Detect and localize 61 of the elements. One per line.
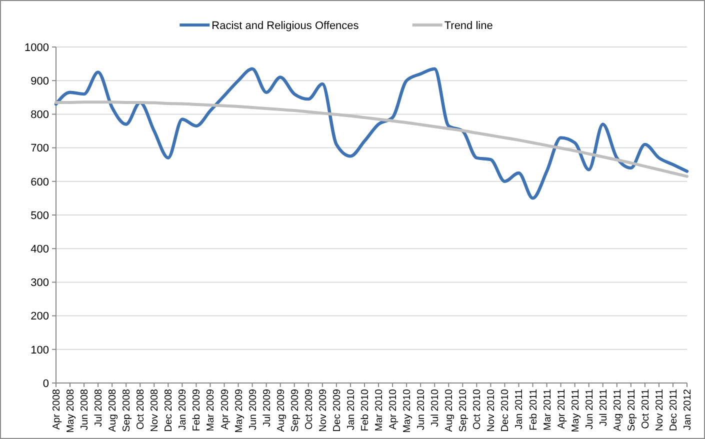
- x-tick-label: Jul 2009: [262, 388, 273, 427]
- y-tick-label: 800: [30, 109, 49, 122]
- x-tick-label: Oct 2008: [136, 388, 147, 430]
- x-tick-label: Sep 2010: [458, 388, 470, 432]
- legend-label: Trend line: [444, 20, 493, 32]
- x-tick-label: Aug 2010: [444, 388, 456, 432]
- x-tick-label: Jul 2008: [94, 388, 105, 427]
- y-tick-label: 700: [30, 142, 49, 155]
- x-tick-label: Nov 2010: [486, 388, 498, 432]
- x-tick-label: May 2011: [570, 388, 582, 432]
- y-tick-label: 100: [30, 344, 49, 356]
- x-tick-label: Jun 2010: [416, 388, 428, 430]
- y-tick-label: 0: [42, 378, 49, 390]
- x-tick-label: Apr 2009: [220, 388, 231, 430]
- x-tick-label: Jul 2010: [430, 388, 442, 427]
- x-tick-label: Sep 2008: [122, 388, 133, 432]
- x-tick-label: Nov 2008: [150, 388, 161, 432]
- x-tick-label: Dec 2008: [164, 388, 175, 432]
- y-tick-label: 500: [30, 210, 49, 222]
- y-tick-label: 900: [30, 75, 49, 88]
- x-tick-label: Nov 2011: [654, 388, 666, 432]
- x-tick-label: Oct 2009: [304, 388, 315, 430]
- x-tick-label: May 2008: [66, 388, 77, 433]
- line-series: [54, 100, 688, 178]
- x-tick-label: Dec 2009: [332, 388, 343, 432]
- x-tick-label: Dec 2010: [500, 388, 512, 432]
- x-tick-label: Dec 2011: [668, 388, 680, 432]
- x-tick-label: Feb 2010: [360, 388, 371, 432]
- x-tick-label: Aug 2011: [612, 388, 624, 432]
- y-tick-label: 400: [30, 243, 49, 256]
- x-tick-label: Jun 2009: [248, 388, 259, 430]
- x-tick-label: Oct 2010: [472, 388, 484, 430]
- x-tick-label: May 2009: [234, 388, 245, 433]
- x-tick-label: Jun 2008: [80, 388, 91, 430]
- x-tick-label: Mar 2009: [206, 388, 217, 432]
- x-tick-label: Sep 2011: [626, 388, 638, 432]
- x-tick-label: Feb 2011: [528, 388, 540, 431]
- x-tick-label: Jan 2012: [682, 388, 694, 430]
- x-tick-label: Oct 2011: [640, 388, 652, 429]
- x-tick-label: Apr 2011: [556, 388, 568, 429]
- x-tick-label: Nov 2009: [318, 388, 329, 432]
- x-tick-label: Jan 2009: [178, 388, 189, 430]
- x-tick-label: Aug 2009: [276, 388, 287, 432]
- x-tick-label: Apr 2010: [388, 388, 400, 430]
- x-tick-label: Jan 2011: [514, 388, 526, 430]
- x-tick-label: Jul 2011: [598, 388, 610, 426]
- x-tick-label: Sep 2009: [290, 388, 301, 432]
- x-tick-label: Mar 2010: [374, 388, 386, 432]
- x-tick-label: Jan 2010: [346, 388, 357, 430]
- x-tick-label: Mar 2011: [542, 388, 554, 431]
- y-tick-label: 600: [30, 176, 49, 188]
- legend-label: Racist and Religious Offences: [212, 20, 360, 32]
- y-tick-label: 300: [30, 277, 49, 290]
- x-tick-label: May 2010: [402, 388, 414, 433]
- x-tick-label: Jun 2011: [584, 388, 596, 430]
- x-tick-label: Feb 2009: [192, 388, 203, 432]
- y-tick-label: 200: [30, 310, 49, 323]
- x-tick-label: Apr 2008: [52, 388, 62, 430]
- y-tick-label: 1000: [24, 42, 49, 54]
- x-tick-label: Aug 2008: [108, 388, 119, 432]
- line-series: [54, 67, 689, 200]
